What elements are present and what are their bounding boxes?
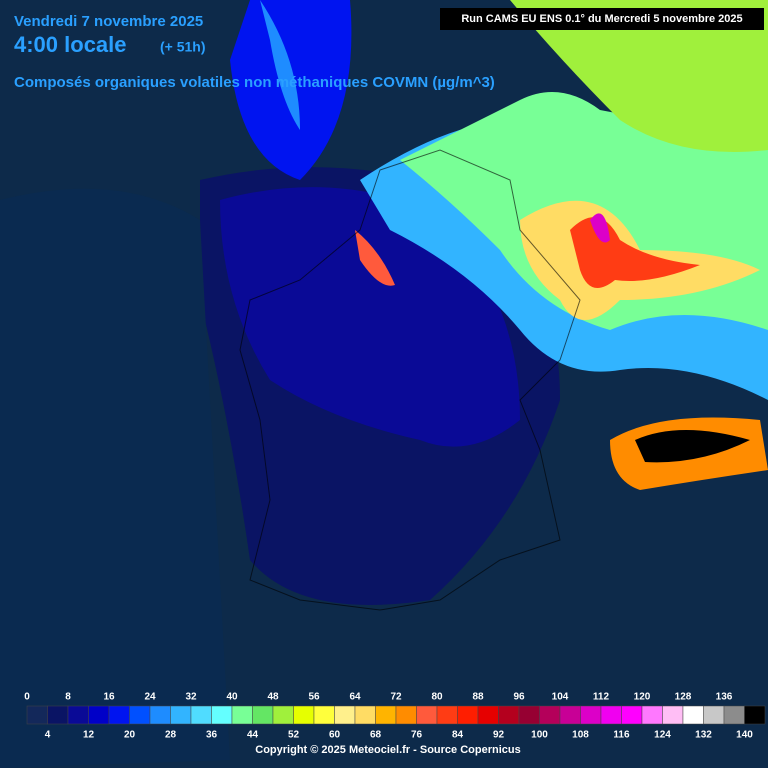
legend-label: 96 bbox=[513, 692, 525, 703]
legend-box bbox=[395, 705, 417, 725]
legend-label: 68 bbox=[370, 730, 382, 741]
legend-box bbox=[682, 705, 704, 725]
legend-box bbox=[190, 705, 212, 725]
field-magenta bbox=[590, 213, 610, 243]
legend-label: 28 bbox=[165, 730, 177, 741]
legend-label: 8 bbox=[65, 692, 71, 703]
legend-label: 80 bbox=[431, 692, 443, 703]
date: Vendredi 7 novembre 2025 bbox=[14, 13, 203, 30]
legend-box bbox=[518, 705, 540, 725]
legend-label: 88 bbox=[472, 692, 484, 703]
legend-box bbox=[539, 705, 561, 725]
legend-label: 56 bbox=[308, 692, 320, 703]
legend-box bbox=[211, 705, 233, 725]
field-uk-high bbox=[260, 0, 300, 130]
legend-box bbox=[723, 705, 745, 725]
field-north-green bbox=[510, 0, 768, 152]
run-info: Run CAMS EU ENS 0.1° du Mercredi 5 novem… bbox=[461, 13, 742, 25]
legend-box bbox=[149, 705, 171, 725]
legend-box bbox=[26, 705, 48, 725]
legend-label: 84 bbox=[452, 730, 464, 741]
run-box bbox=[440, 8, 764, 30]
legend-label: 116 bbox=[613, 730, 630, 741]
legend-label: 36 bbox=[206, 730, 218, 741]
legend-box bbox=[457, 705, 479, 725]
legend-box bbox=[662, 705, 684, 725]
legend-box bbox=[416, 705, 438, 725]
legend-box bbox=[744, 705, 766, 725]
legend-box bbox=[252, 705, 274, 725]
legend-label: 16 bbox=[103, 692, 115, 703]
variable: Composés organiques volatiles non méthan… bbox=[14, 74, 495, 91]
legend-box bbox=[313, 705, 335, 725]
legend-box bbox=[703, 705, 725, 725]
legend-box bbox=[641, 705, 663, 725]
legend-box bbox=[580, 705, 602, 725]
legend-label: 92 bbox=[493, 730, 505, 741]
copyright: Copyright © 2025 Meteociel.fr - Source C… bbox=[255, 744, 520, 756]
legend-label: 32 bbox=[185, 692, 197, 703]
time: 4:00 locale bbox=[14, 32, 127, 57]
legend-label: 60 bbox=[329, 730, 341, 741]
legend-label: 0 bbox=[24, 692, 30, 703]
legend-box bbox=[231, 705, 253, 725]
atlantic bbox=[0, 188, 230, 768]
legend-label: 4 bbox=[45, 730, 51, 741]
legend-label: 44 bbox=[247, 730, 259, 741]
legend-box bbox=[354, 705, 376, 725]
legend: 0481216202428323640444852566064687276808… bbox=[24, 692, 766, 741]
legend-label: 40 bbox=[226, 692, 238, 703]
field-paris bbox=[355, 230, 395, 286]
legend-label: 112 bbox=[593, 692, 610, 703]
legend-label: 104 bbox=[552, 692, 569, 703]
legend-box bbox=[498, 705, 520, 725]
legend-box bbox=[88, 705, 110, 725]
legend-label: 12 bbox=[83, 730, 95, 741]
legend-box bbox=[47, 705, 69, 725]
field-po-max bbox=[635, 430, 750, 463]
legend-label: 140 bbox=[736, 730, 753, 741]
france-border bbox=[239, 149, 581, 611]
legend-label: 48 bbox=[267, 692, 279, 703]
legend-label: 72 bbox=[390, 692, 402, 703]
legend-label: 100 bbox=[531, 730, 548, 741]
legend-box bbox=[436, 705, 458, 725]
legend-box bbox=[334, 705, 356, 725]
legend-box bbox=[559, 705, 581, 725]
legend-label: 108 bbox=[572, 730, 589, 741]
legend-box bbox=[170, 705, 192, 725]
legend-box bbox=[67, 705, 89, 725]
legend-label: 132 bbox=[695, 730, 712, 741]
legend-box bbox=[108, 705, 130, 725]
legend-label: 24 bbox=[144, 692, 156, 703]
legend-label: 120 bbox=[634, 692, 651, 703]
legend-box bbox=[272, 705, 294, 725]
legend-label: 20 bbox=[124, 730, 136, 741]
legend-label: 64 bbox=[349, 692, 361, 703]
lead: (+ 51h) bbox=[160, 39, 206, 55]
legend-box bbox=[375, 705, 397, 725]
legend-label: 128 bbox=[675, 692, 692, 703]
legend-label: 76 bbox=[411, 730, 423, 741]
legend-box bbox=[129, 705, 151, 725]
legend-box bbox=[477, 705, 499, 725]
legend-label: 136 bbox=[716, 692, 733, 703]
legend-box bbox=[600, 705, 622, 725]
borders bbox=[239, 149, 581, 611]
legend-label: 52 bbox=[288, 730, 300, 741]
legend-box bbox=[621, 705, 643, 725]
legend-label: 124 bbox=[654, 730, 671, 741]
legend-box bbox=[293, 705, 315, 725]
